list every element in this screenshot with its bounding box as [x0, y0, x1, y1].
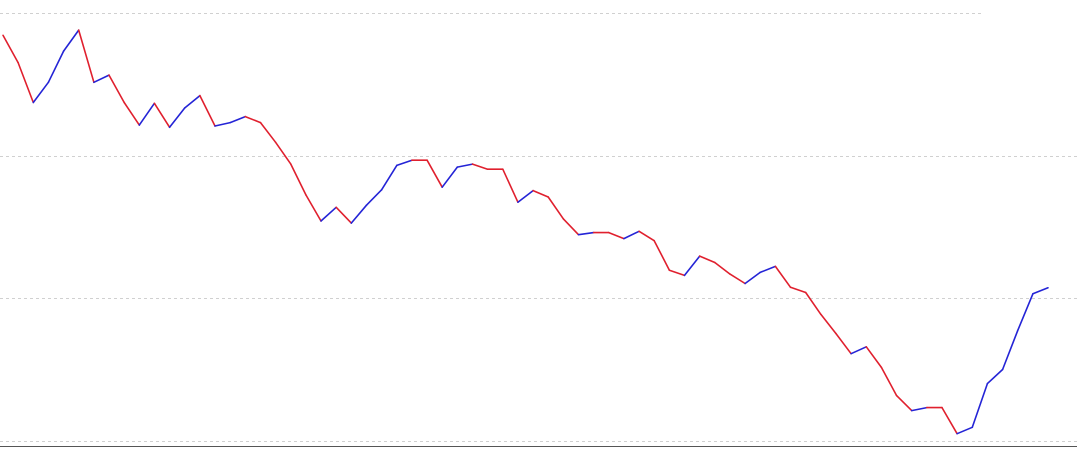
down-segment-16	[244, 115, 262, 124]
up-segment-34	[517, 189, 534, 203]
down-segment-51	[774, 265, 792, 289]
up-segment-29	[441, 166, 459, 188]
down-segment-18	[274, 141, 292, 165]
down-segment-33	[501, 168, 519, 203]
down-segment-55	[835, 332, 852, 355]
up-segment-4	[62, 29, 80, 52]
gridlines	[0, 13, 1077, 442]
down-segment-52	[789, 286, 807, 294]
up-segment-56	[850, 345, 868, 355]
up-segment-11	[168, 107, 186, 129]
down-segment-8	[123, 101, 141, 126]
up-segment-65	[986, 368, 1004, 385]
down-segment-0	[2, 34, 19, 64]
up-segment-41	[623, 230, 640, 240]
up-segment-3	[47, 50, 65, 84]
down-segment-5	[77, 29, 95, 84]
down-segment-42	[638, 230, 656, 242]
down-segment-43	[653, 239, 671, 272]
down-segment-10	[153, 102, 171, 129]
down-segment-31	[471, 163, 489, 170]
down-segment-44	[668, 269, 686, 277]
down-segment-48	[729, 273, 746, 285]
up-segment-23	[350, 204, 368, 224]
down-segment-54	[819, 313, 837, 335]
up-segment-14	[214, 121, 231, 127]
down-segment-17	[259, 121, 277, 144]
up-segment-60	[910, 406, 928, 412]
down-segment-22	[335, 206, 353, 224]
down-segment-62	[941, 406, 958, 435]
up-segment-2	[32, 81, 50, 104]
up-segment-24	[365, 189, 383, 206]
down-segment-28	[426, 159, 444, 188]
down-segment-57	[865, 345, 883, 369]
up-segment-50	[759, 265, 777, 274]
price-series	[2, 29, 1049, 435]
up-segment-38	[577, 231, 595, 236]
down-segment-47	[713, 261, 731, 275]
down-segment-59	[895, 394, 913, 412]
up-segment-67	[1016, 292, 1034, 332]
down-segment-35	[532, 189, 550, 198]
up-segment-63	[956, 426, 974, 435]
down-segment-7	[108, 74, 125, 104]
up-segment-25	[380, 164, 398, 191]
up-segment-6	[93, 74, 110, 84]
down-segment-46	[698, 255, 716, 264]
down-segment-1	[17, 61, 35, 104]
up-segment-45	[683, 255, 701, 277]
up-segment-30	[456, 163, 474, 168]
down-segment-40	[607, 231, 625, 240]
up-segment-12	[183, 94, 201, 109]
up-segment-64	[971, 382, 989, 429]
up-segment-21	[320, 206, 338, 222]
up-segment-26	[395, 159, 413, 167]
up-segment-68	[1032, 286, 1049, 295]
down-segment-37	[562, 218, 580, 236]
down-segment-20	[305, 194, 322, 222]
up-segment-49	[744, 271, 762, 285]
up-segment-15	[229, 115, 247, 124]
down-segment-19	[289, 163, 307, 196]
down-segment-58	[880, 366, 898, 397]
up-segment-66	[1001, 329, 1019, 371]
down-segment-53	[804, 291, 822, 316]
down-segment-13	[199, 94, 216, 127]
up-segment-9	[138, 102, 156, 126]
down-segment-36	[547, 196, 565, 220]
